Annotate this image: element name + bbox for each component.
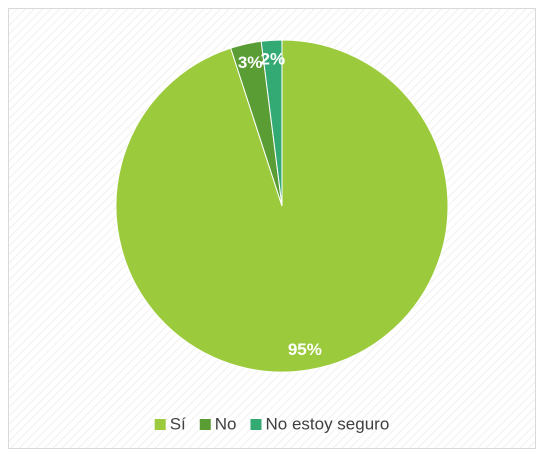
legend-label: No (215, 414, 237, 433)
legend-label: Sí (170, 414, 186, 433)
value-label: 2% (261, 50, 286, 69)
pie-slice (260, 39, 283, 207)
legend: Sí No No estoy seguro (154, 414, 390, 433)
pie: 95% 3%2% (115, 39, 449, 373)
value-label: 95% (288, 340, 322, 359)
legend-swatch (250, 419, 262, 430)
value-label: 3% (238, 53, 263, 72)
legend-swatch (199, 419, 211, 430)
legend-swatch (154, 419, 166, 430)
legend-label: No estoy seguro (266, 414, 390, 433)
